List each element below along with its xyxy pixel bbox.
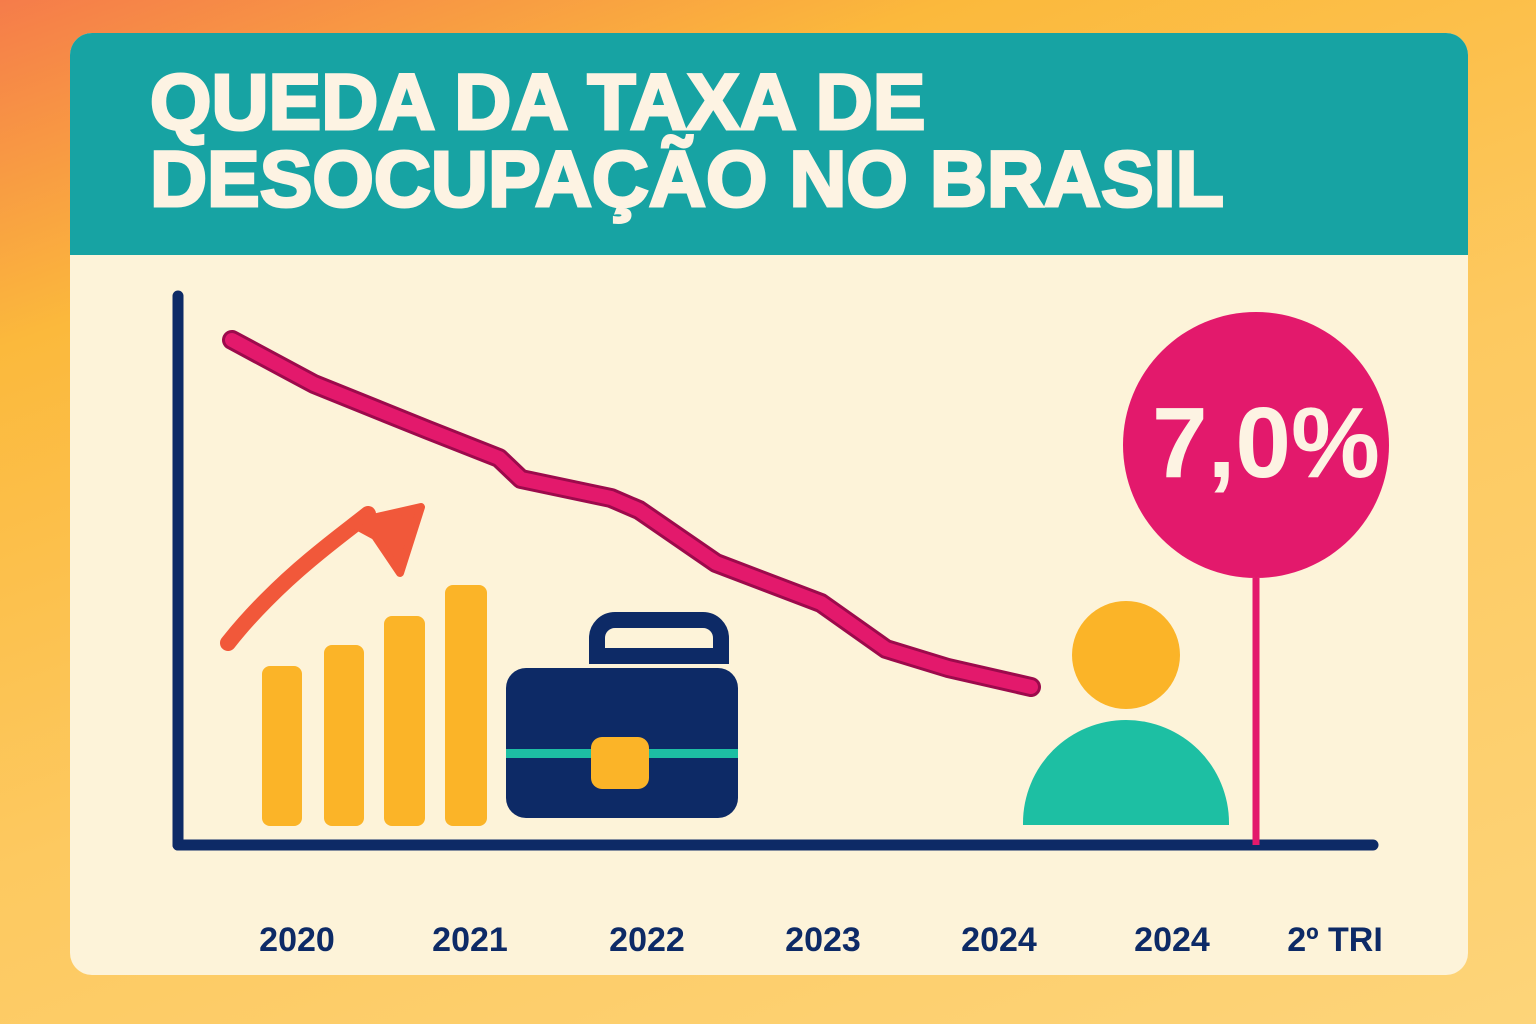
svg-text:7,0%: 7,0% (1152, 387, 1380, 499)
